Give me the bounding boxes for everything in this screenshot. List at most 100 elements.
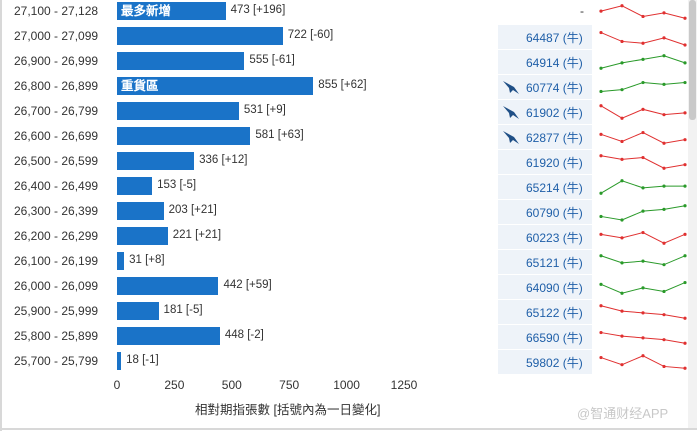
- bar-value-label: 448 [-2]: [224, 329, 264, 341]
- sparkline-point: [683, 16, 687, 20]
- warrant-code-link[interactable]: 61920 (牛): [526, 156, 583, 170]
- bar[interactable]: [117, 202, 164, 220]
- warrant-code-link[interactable]: 64090 (牛): [526, 281, 583, 295]
- sparkline-point: [620, 179, 624, 183]
- bar[interactable]: [117, 52, 245, 70]
- sparkline-point: [683, 280, 687, 285]
- warrant-code-link[interactable]: 62877 (牛): [526, 131, 583, 145]
- sparkline-point: [599, 191, 603, 195]
- x-axis-ticks: 0 250 500 750 1000 1250: [0, 378, 697, 394]
- ticket-cell: [498, 25, 592, 49]
- sparkline-point: [641, 186, 645, 190]
- bar[interactable]: [117, 102, 239, 120]
- bar-value-label: 221 [+21]: [172, 229, 222, 241]
- sparkline-point: [599, 232, 603, 236]
- sparkline-point: [641, 57, 645, 61]
- sparkline-point: [599, 355, 603, 360]
- sparkline-point: [662, 289, 666, 294]
- sparkline: [599, 104, 687, 120]
- sparkline-point: [662, 338, 666, 342]
- sparkline-point: [683, 80, 687, 85]
- bar[interactable]: [117, 177, 153, 195]
- bird-icon[interactable]: [502, 104, 520, 120]
- warrant-code-link[interactable]: 60223 (牛): [526, 231, 583, 245]
- sparkline: [599, 154, 687, 170]
- price-range-label: 26,400 - 26,499: [14, 179, 99, 193]
- bar[interactable]: [117, 252, 125, 270]
- warrant-code-link[interactable]: 60774 (牛): [526, 81, 583, 95]
- sparkline-point: [662, 313, 666, 317]
- warrant-code-link[interactable]: 64914 (牛): [526, 56, 583, 70]
- ticket-cell: [498, 225, 592, 249]
- chart-row: 26,400 - 26,499 153 [-5] 65214 (牛): [0, 175, 697, 200]
- bar[interactable]: [117, 27, 283, 45]
- sparkline-point: [599, 9, 603, 13]
- sparkline-point: [683, 232, 687, 236]
- bar-value-label: 531 [+9]: [243, 104, 286, 116]
- sparkline-path: [600, 132, 686, 144]
- sparkline-point: [599, 254, 603, 258]
- bar[interactable]: [117, 227, 168, 245]
- sparkline: [599, 54, 687, 70]
- price-range-label: 26,200 - 26,299: [14, 229, 99, 243]
- warrant-code-link[interactable]: 66590 (牛): [526, 331, 583, 345]
- sparkline-point: [683, 341, 687, 345]
- bar-value-label: 153 [-5]: [157, 179, 197, 191]
- sparkline-point: [662, 11, 666, 15]
- price-range-label: 25,700 - 25,799: [14, 354, 99, 368]
- sparkline-point: [683, 111, 687, 115]
- warrant-code-link[interactable]: 61902 (牛): [526, 106, 583, 120]
- sparkline-point: [662, 207, 666, 211]
- scrollbar-thumb[interactable]: [689, 0, 696, 120]
- bar-value-label: 722 [-60]: [287, 29, 334, 41]
- sparkline-point: [641, 130, 645, 135]
- sparkline-path: [600, 205, 686, 221]
- warrant-code-link[interactable]: 59802 (牛): [526, 356, 583, 370]
- sparkline-point: [662, 82, 666, 86]
- sparkline-point: [641, 209, 645, 213]
- bar[interactable]: [117, 2, 226, 20]
- sparkline-point: [620, 157, 624, 161]
- bar-value-label: 18 [-1]: [126, 354, 159, 366]
- bar[interactable]: [117, 327, 220, 345]
- chart-row: 27,100 - 27,128 最多新增 473 [+196] -: [0, 0, 697, 25]
- bird-icon[interactable]: [502, 129, 520, 145]
- sparkline-point: [599, 104, 603, 108]
- warrant-code-link[interactable]: 60790 (牛): [526, 206, 583, 220]
- sparkline-point: [641, 230, 645, 235]
- ticket-cell: [498, 350, 592, 374]
- sparkline-point: [683, 204, 687, 208]
- warrant-code-link[interactable]: 65121 (牛): [526, 256, 583, 270]
- warrant-code-link[interactable]: 64487 (牛): [526, 31, 583, 45]
- bar[interactable]: [117, 127, 251, 145]
- bar[interactable]: [117, 277, 219, 295]
- sparkline-point: [599, 214, 603, 219]
- bar[interactable]: [117, 77, 314, 95]
- bar-value-label: 473 [+196]: [230, 4, 286, 16]
- warrant-code-link[interactable]: 65122 (牛): [526, 306, 583, 320]
- sparkline-path: [600, 232, 686, 244]
- bar[interactable]: [117, 352, 122, 370]
- sparkline-point: [641, 41, 645, 45]
- bar[interactable]: [117, 152, 195, 170]
- chart-row: 26,100 - 26,199 31 [+8] 65121 (牛): [0, 250, 697, 275]
- sparkline: [599, 80, 687, 94]
- sparkline-point: [620, 363, 624, 367]
- sparkline-point: [641, 80, 645, 85]
- bar[interactable]: [117, 302, 159, 320]
- sparkline-point: [641, 311, 645, 315]
- sparkline: [599, 230, 687, 245]
- chart-row: 26,200 - 26,299 221 [+21] 60223 (牛): [0, 225, 697, 250]
- x-tick-label: 750: [279, 378, 300, 392]
- bird-icon[interactable]: [502, 79, 520, 95]
- warrant-code-link[interactable]: 65214 (牛): [526, 181, 583, 195]
- sparkline-point: [599, 30, 603, 35]
- bar-tag-label: 重貨區: [121, 79, 159, 93]
- price-range-label: 26,800 - 26,899: [14, 79, 99, 93]
- scrollbar-track[interactable]: [688, 0, 697, 428]
- bottom-border: [0, 428, 697, 430]
- sparkline-point: [620, 116, 624, 120]
- price-range-label: 26,100 - 26,199: [14, 254, 99, 268]
- price-range-label: 25,800 - 25,899: [14, 329, 99, 343]
